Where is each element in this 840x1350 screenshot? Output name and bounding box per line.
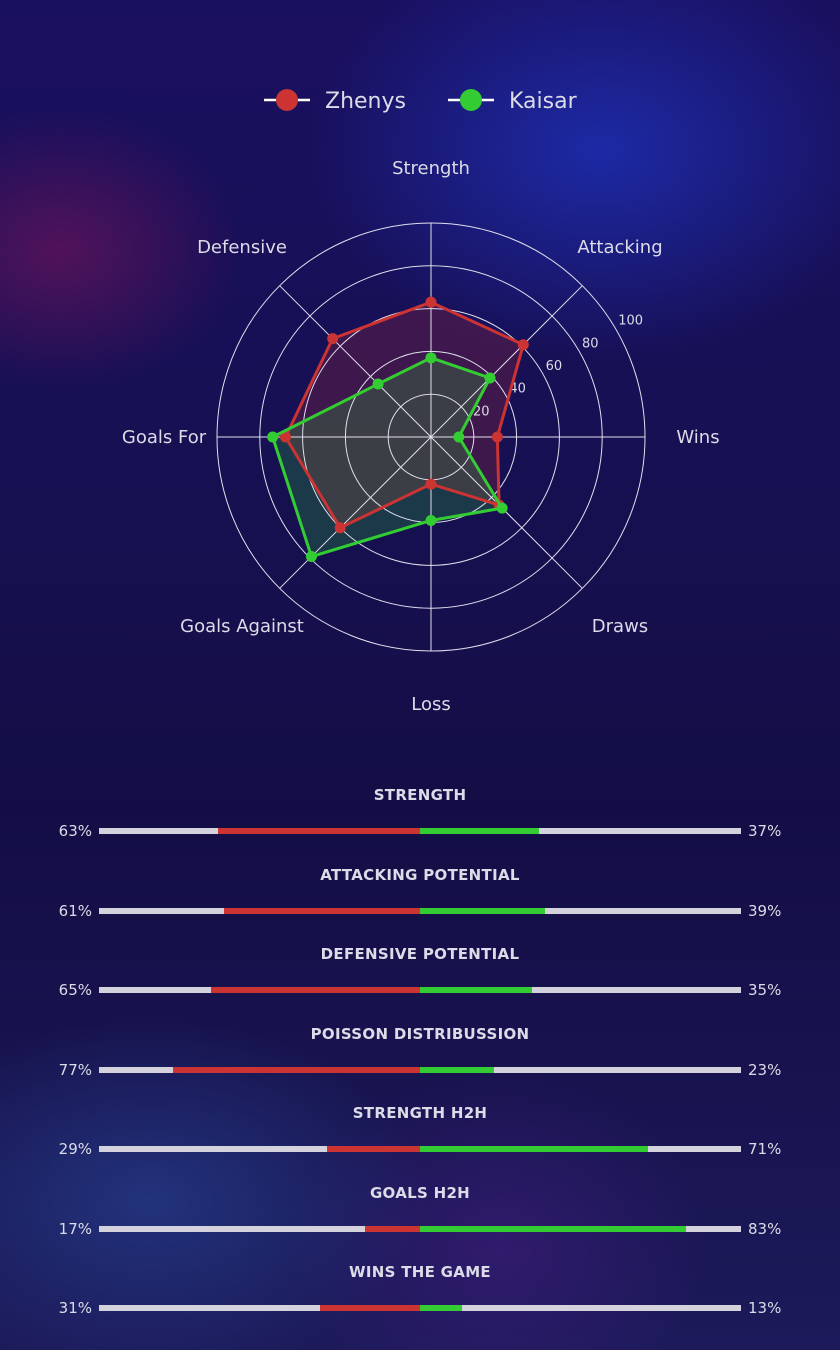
bar-track	[99, 907, 741, 914]
data-point	[517, 339, 529, 351]
data-point	[425, 352, 437, 364]
metric-row: STRENGTH 63% 37%	[0, 780, 840, 860]
axis-label: Goals For	[122, 427, 207, 448]
metric-title: GOALS H2H	[369, 1183, 471, 1202]
metric-title: DEFENSIVE POTENTIAL	[320, 945, 520, 963]
grid-spoke	[430, 285, 583, 438]
left-percent: 17%	[58, 1219, 92, 1238]
comparison-bars: STRENGTH 63% 37% ATTACKING POTENTIAL 61% …	[0, 780, 840, 1337]
right-percent: 71%	[748, 1140, 782, 1158]
bar-track	[99, 1225, 741, 1232]
bar-track	[99, 1146, 741, 1152]
bar-track	[99, 1066, 741, 1073]
bar-track	[99, 987, 741, 993]
data-point	[453, 431, 465, 443]
metric-title: STRENGTH	[373, 786, 467, 804]
right-percent: 37%	[748, 822, 782, 840]
data-point	[372, 378, 384, 390]
legend-marker	[460, 89, 482, 111]
metric-row: DEFENSIVE POTENTIAL 65% 35%	[0, 939, 840, 1019]
axis-label: Strength	[392, 158, 470, 179]
metric-title: POISSON DISTRIBUSSION	[310, 1024, 530, 1043]
right-bar	[420, 1146, 648, 1152]
series-fill-1	[272, 357, 503, 557]
data-point	[491, 431, 503, 443]
left-bar	[320, 1305, 420, 1311]
bar-track	[99, 1305, 741, 1311]
axis-label: Attacking	[577, 237, 662, 258]
legend-label: Kaisar	[509, 89, 578, 114]
axis-label: Loss	[411, 694, 450, 715]
right-percent: 13%	[748, 1299, 782, 1317]
metric-title: ATTACKING POTENTIAL	[320, 865, 520, 884]
left-bar	[211, 987, 420, 993]
radial-tick-label: 100	[618, 314, 643, 329]
axis-label: Defensive	[197, 237, 287, 258]
right-bar	[420, 1066, 494, 1073]
axis-label: Draws	[592, 616, 648, 637]
right-percent: 83%	[748, 1219, 782, 1238]
grid-spoke	[279, 436, 432, 589]
bar-track	[99, 828, 741, 834]
radial-tick-label: 60	[546, 359, 563, 374]
radar-chart: 20 40 60 80 100 Strength Attacking Wins Draws Los…	[122, 89, 720, 715]
metric-title: WINS THE GAME	[349, 1263, 491, 1281]
left-percent: 29%	[58, 1140, 92, 1158]
data-point	[279, 431, 291, 443]
metric-row: POISSON DISTRIBUSSION 77% 23%	[0, 1019, 840, 1099]
data-point	[327, 333, 339, 345]
radial-tick-label: 80	[582, 336, 599, 351]
right-bar	[420, 987, 533, 993]
right-bar	[420, 828, 539, 834]
right-percent: 39%	[748, 901, 782, 920]
left-percent: 77%	[58, 1060, 92, 1079]
metric-row: GOALS H2H 17% 83%	[0, 1178, 840, 1258]
right-bar	[420, 907, 546, 914]
series-fill-0	[285, 302, 524, 528]
data-point	[267, 431, 279, 443]
left-percent: 63%	[58, 822, 92, 840]
data-point	[305, 551, 317, 563]
left-bar	[365, 1225, 420, 1232]
right-percent: 35%	[748, 981, 782, 999]
left-percent: 61%	[58, 901, 92, 920]
data-point	[425, 478, 437, 490]
left-bar	[172, 1066, 420, 1073]
metric-row: WINS THE GAME 31% 13%	[0, 1257, 840, 1337]
radial-tick-label: 20	[473, 404, 490, 419]
metric-row: STRENGTH H2H 29% 71%	[0, 1098, 840, 1178]
right-percent: 23%	[748, 1060, 782, 1079]
data-point	[484, 372, 496, 384]
radial-tick-label: 40	[509, 382, 526, 397]
right-bar	[420, 1305, 462, 1311]
left-percent: 65%	[58, 981, 92, 999]
data-point	[425, 296, 437, 308]
left-bar	[224, 907, 420, 914]
grid-spoke	[279, 285, 432, 438]
grid-spoke	[430, 436, 583, 589]
left-bar	[326, 1146, 420, 1152]
axis-label: Wins	[676, 427, 719, 448]
axis-label: Goals Against	[180, 616, 304, 637]
data-point	[425, 514, 437, 526]
data-point	[334, 522, 346, 534]
legend-label: Zhenys	[325, 89, 406, 114]
left-bar	[217, 828, 420, 834]
data-point	[496, 502, 508, 514]
legend-marker	[276, 89, 298, 111]
metric-row: ATTACKING POTENTIAL 61% 39%	[0, 860, 840, 940]
right-bar	[420, 1225, 687, 1232]
metric-title: STRENGTH H2H	[352, 1104, 488, 1122]
left-percent: 31%	[58, 1299, 92, 1317]
